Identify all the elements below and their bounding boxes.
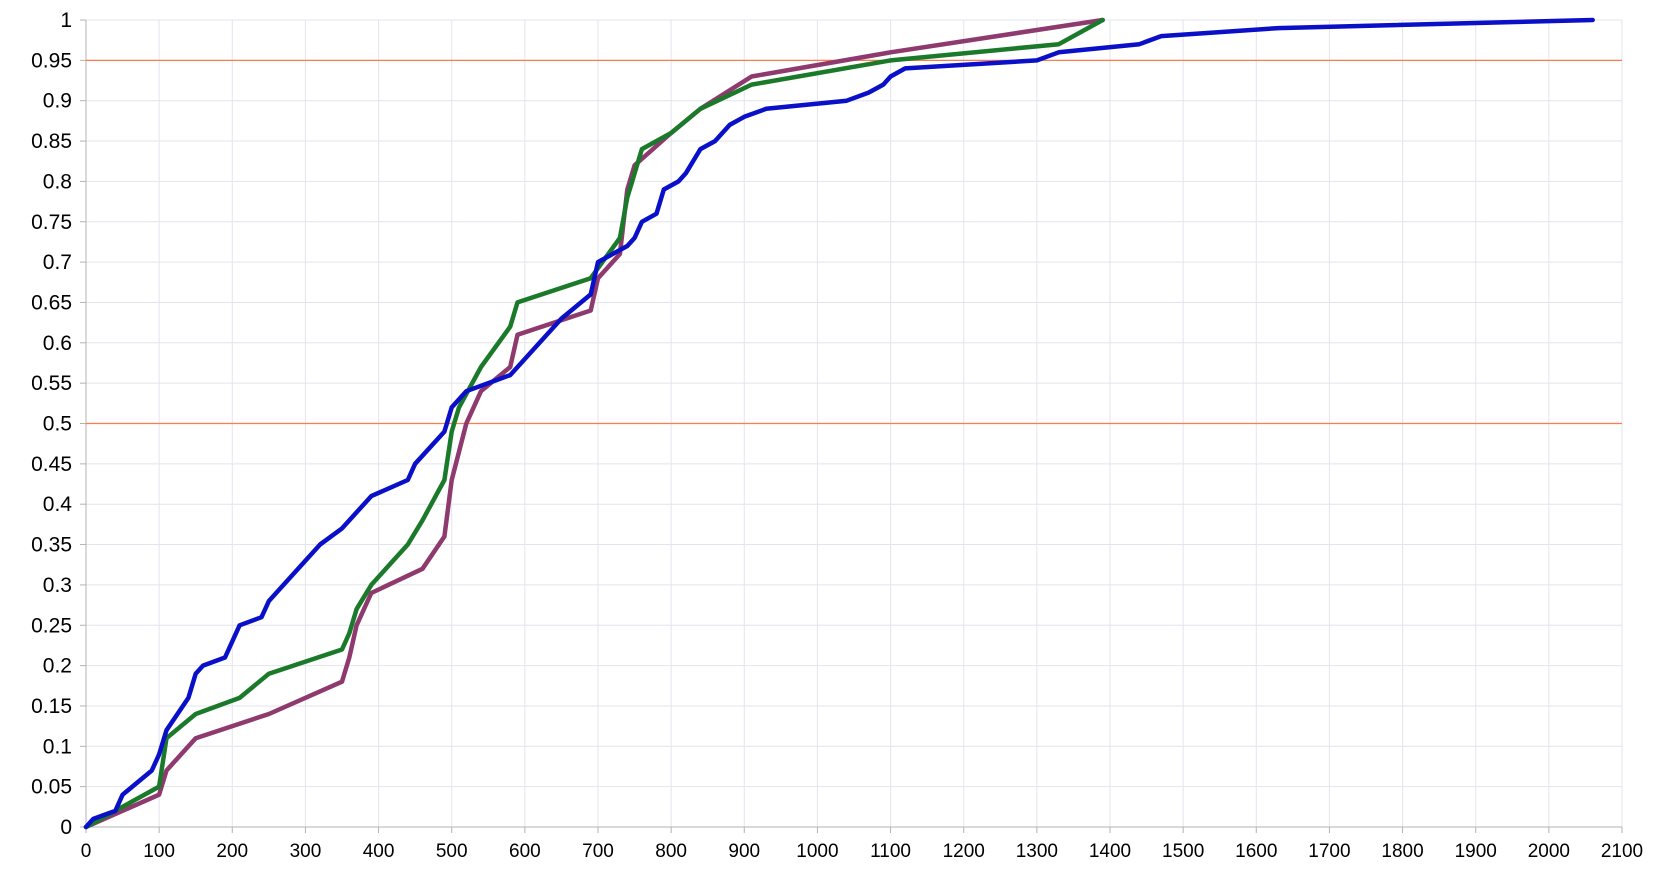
- x-tick-label: 800: [655, 841, 687, 862]
- y-tick-label: 0.4: [43, 493, 73, 516]
- x-tick-label: 1100: [870, 841, 911, 862]
- y-tick-label: 0.55: [31, 372, 72, 395]
- x-tick-label: 1400: [1089, 841, 1131, 862]
- x-tick-label: 1900: [1455, 841, 1497, 862]
- x-tick-label: 900: [728, 841, 760, 862]
- y-tick-label: 0.2: [43, 655, 72, 678]
- y-tick-label: 0.15: [31, 695, 72, 718]
- y-axis-tick-labels: 0 0.05 0.1 0.15 0.2 0.25 0.3 0.35 0.4 0.45 0.5 0.55…: [31, 9, 72, 839]
- y-tick-label: 0.05: [31, 776, 72, 799]
- y-tick-label: 0: [60, 816, 72, 839]
- x-tick-label: 0: [81, 841, 92, 862]
- y-tick-label: 0.1: [43, 735, 72, 758]
- x-tick-label: 2000: [1528, 841, 1570, 862]
- y-tick-label: 0.6: [43, 332, 72, 355]
- x-tick-label: 1300: [1016, 841, 1058, 862]
- y-tick-label: 0.35: [31, 534, 72, 557]
- y-tick-label: 0.5: [43, 413, 72, 436]
- y-tick-label: 0.8: [43, 170, 72, 193]
- x-tick-label: 1800: [1381, 841, 1423, 862]
- y-tick-label: 0.9: [43, 90, 72, 113]
- x-axis-tick-labels: 0 100 200 300 400 500 600 700 800 900 1000 1100 1200…: [81, 841, 1643, 862]
- x-tick-label: 700: [582, 841, 614, 862]
- x-tick-label: 1000: [796, 841, 838, 862]
- x-tick-label: 500: [436, 841, 468, 862]
- x-tick-label: 1600: [1235, 841, 1277, 862]
- y-tick-label: 0.45: [31, 453, 72, 476]
- series-line-3: [83, 17, 1595, 830]
- x-tick-label: 100: [143, 841, 175, 862]
- x-tick-label: 1700: [1308, 841, 1350, 862]
- x-tick-label: 1500: [1162, 841, 1204, 862]
- series-lines: [83, 17, 1595, 830]
- x-tick-label: 400: [363, 841, 395, 862]
- y-tick-label: 1: [60, 9, 72, 32]
- x-tick-label: 2100: [1601, 841, 1643, 862]
- y-tick-label: 0.75: [31, 211, 72, 234]
- y-tick-label: 0.7: [43, 251, 72, 274]
- series-line-2: [83, 17, 1105, 830]
- y-tick-label: 0.95: [31, 49, 72, 72]
- x-tick-label: 600: [509, 841, 541, 862]
- x-tick-label: 1200: [943, 841, 985, 862]
- x-tick-label: 200: [216, 841, 248, 862]
- y-tick-label: 0.85: [31, 130, 72, 153]
- x-tick-label: 300: [290, 841, 322, 862]
- y-tick-label: 0.65: [31, 291, 72, 314]
- y-tick-label: 0.3: [43, 574, 72, 597]
- y-tick-label: 0.25: [31, 614, 72, 637]
